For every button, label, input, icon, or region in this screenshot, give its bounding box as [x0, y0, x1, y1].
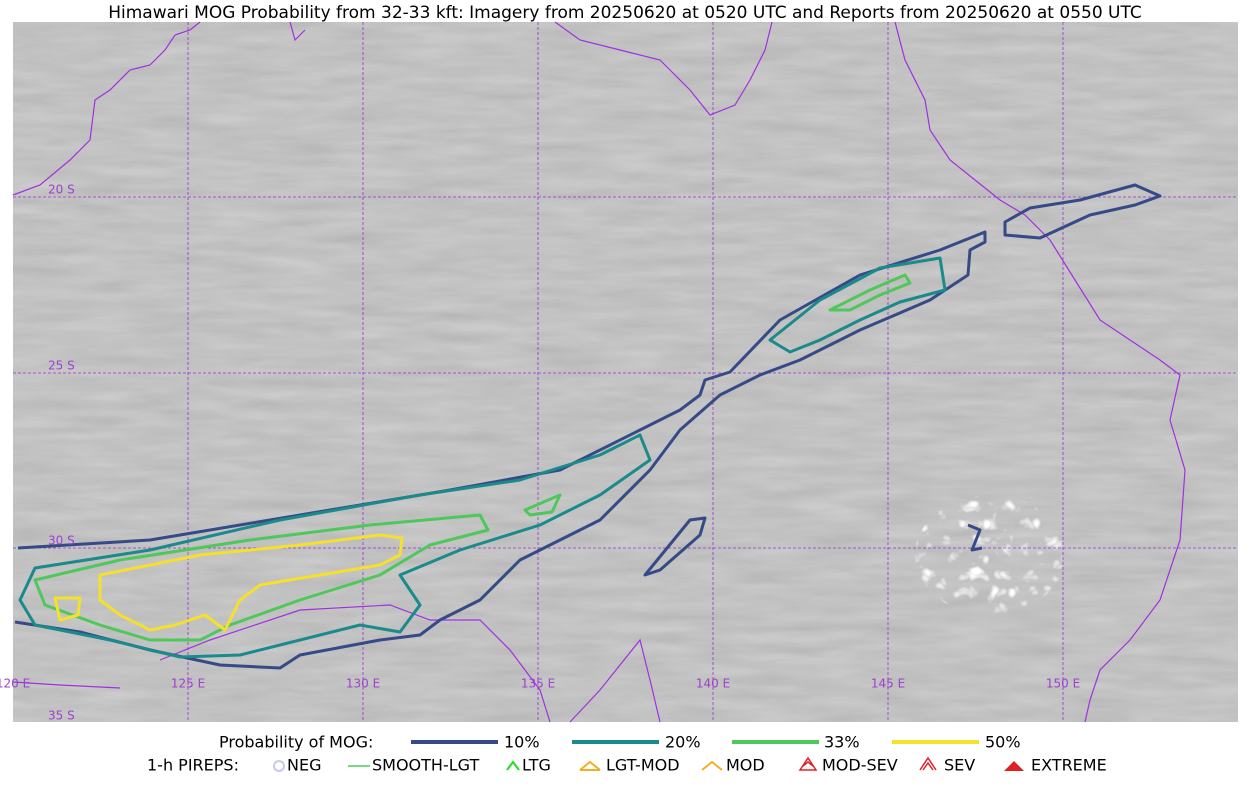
- legend-icon: [701, 760, 723, 771]
- legend-title: Probability of MOG:: [219, 733, 373, 752]
- contour-10: [643, 183, 1162, 577]
- contour-50: [53, 533, 404, 632]
- coast: [289, 21, 773, 116]
- lon-label: 140 E: [696, 677, 730, 691]
- contours: [14, 183, 1162, 670]
- legend-label: LGT-MOD: [606, 756, 680, 775]
- legend-icon: [919, 756, 937, 771]
- lon-label: 125 E: [171, 677, 205, 691]
- lon-label: 145 E: [871, 677, 905, 691]
- coast: [12, 21, 201, 196]
- lat-label: 25 S: [48, 359, 75, 373]
- cloud: [915, 495, 1065, 615]
- lon-label: 130 E: [346, 677, 380, 691]
- lon-label: 135 E: [521, 677, 555, 691]
- legend-icon: [798, 756, 818, 771]
- legend-title: 1-h PIREPS:: [147, 756, 239, 775]
- lat-label: 20 S: [48, 183, 75, 197]
- legend-icon: [506, 760, 520, 771]
- contour-10: [14, 230, 987, 670]
- lat-label: 35 S: [48, 709, 75, 723]
- legend-label: NEG: [287, 756, 321, 775]
- coast: [894, 21, 1186, 723]
- legend-label: 50%: [985, 733, 1021, 752]
- contour-20: [18, 256, 947, 659]
- legend-icon: [1004, 761, 1024, 771]
- grid: [13, 22, 1238, 722]
- legend-label: 33%: [824, 733, 860, 752]
- legend: Probability of MOG: 10% 20% 33% 50% 1-h …: [147, 733, 1107, 775]
- legend-label: LTG: [522, 756, 551, 775]
- legend-label: 20%: [665, 733, 701, 752]
- imagery-texture: [13, 22, 1238, 722]
- legend-label: 10%: [504, 733, 540, 752]
- legend-label: SMOOTH-LGT: [372, 756, 479, 775]
- coastline: [12, 21, 1186, 723]
- legend-label: MOD-SEV: [822, 756, 898, 775]
- lat-label: 30 S: [48, 534, 75, 548]
- legend-label: EXTREME: [1031, 756, 1107, 775]
- map: 20 S 25 S 30 S 35 S 120 E 125 E 130 E 13…: [0, 21, 1238, 723]
- legend-icon: [579, 760, 601, 771]
- lon-label: 120 E: [0, 677, 30, 691]
- legend-label: MOD: [726, 756, 765, 775]
- contour-33: [33, 273, 912, 642]
- coast: [12, 604, 661, 723]
- title: Himawari MOG Probability from 32-33 kft:…: [108, 3, 1142, 23]
- lon-label: 150 E: [1046, 677, 1080, 691]
- legend-icon: [273, 760, 285, 772]
- legend-label: SEV: [944, 756, 975, 775]
